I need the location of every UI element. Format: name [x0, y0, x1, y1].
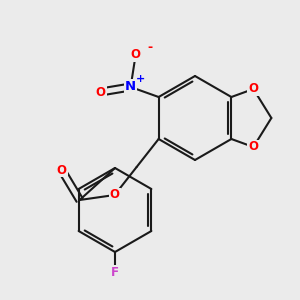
Text: F: F	[111, 266, 119, 278]
Text: N: N	[125, 80, 136, 94]
Text: O: O	[96, 85, 106, 98]
Text: O: O	[110, 188, 120, 202]
Text: O: O	[248, 140, 258, 154]
Text: O: O	[130, 49, 141, 62]
Text: O: O	[248, 82, 258, 95]
Text: +: +	[136, 74, 145, 84]
Text: O: O	[57, 164, 67, 176]
Text: -: -	[147, 40, 152, 53]
